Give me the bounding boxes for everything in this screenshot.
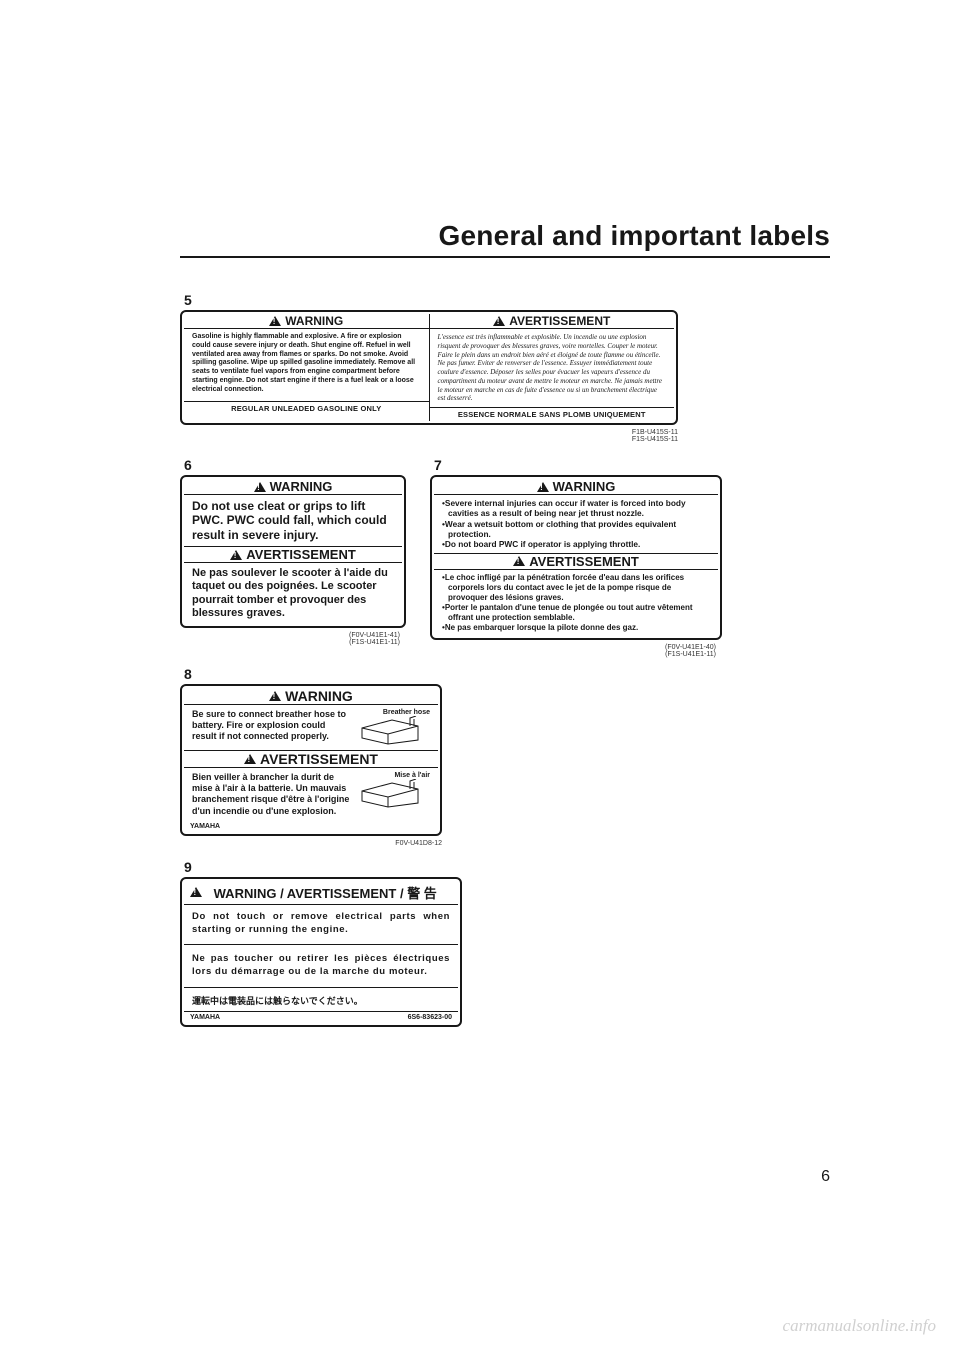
- label-6-wrap: 6 WARNING Do not use cleat or grips to l…: [180, 457, 406, 646]
- label-6-number: 6: [184, 457, 406, 473]
- warning-icon: [513, 556, 525, 566]
- partno-text: (F0V-U41E1-40): [665, 644, 716, 651]
- item-text: Le choc infligé par la pénétration forcé…: [445, 573, 684, 602]
- label-8: WARNING Be sure to connect breather hose…: [180, 684, 442, 836]
- label-8-en-body: Be sure to connect breather hose to batt…: [192, 709, 352, 743]
- warning-text: WARNING: [285, 314, 343, 328]
- warning-icon: [269, 316, 281, 326]
- label-6: WARNING Do not use cleat or grips to lif…: [180, 475, 406, 628]
- list-item: •Severe internal injuries can occur if w…: [442, 498, 710, 519]
- label-8-number: 8: [184, 666, 830, 682]
- avertissement-text: AVERTISSEMENT: [529, 554, 639, 569]
- list-item: •Le choc infligé par la pénétration forc…: [442, 573, 710, 603]
- warning-icon: [190, 887, 202, 897]
- label-7-wrap: 7 WARNING •Severe internal injuries can …: [430, 457, 722, 658]
- title-rule: General and important labels: [180, 220, 830, 258]
- item-text: Porter le pantalon d'une tenue de plongé…: [445, 603, 693, 622]
- partno-text: 6S6-83623-00: [408, 1014, 452, 1021]
- label-8-fr-header: AVERTISSEMENT: [184, 750, 438, 768]
- label-9-jp: 運転中は電装品には触らないでください。: [184, 990, 458, 1011]
- partno-text: (F1S-U41E1-11): [665, 651, 716, 658]
- label-5-en-footer: REGULAR UNLEADED GASOLINE ONLY: [184, 401, 429, 415]
- label-9-en: Do not touch or remove electrical parts …: [184, 905, 458, 943]
- warning-text: WARNING: [553, 479, 616, 494]
- warning-text: WARNING: [270, 479, 333, 494]
- warning-icon: [244, 754, 256, 764]
- label-8-yamaha: YAMAHA: [184, 821, 438, 832]
- list-item: •Porter le pantalon d'une tenue de plong…: [442, 603, 710, 623]
- item-text: Do not board PWC if operator is applying…: [445, 539, 640, 549]
- partno-text: (F0V-U41E1-41): [349, 632, 400, 639]
- label-5-number: 5: [184, 292, 830, 308]
- label-5-en-header: WARNING: [184, 314, 429, 329]
- label-6-en-header: WARNING: [184, 479, 402, 495]
- label-9: WARNING / AVERTISSEMENT / 警 告 Do not tou…: [180, 877, 462, 1027]
- list-item: •Wear a wetsuit bottom or clothing that …: [442, 519, 710, 540]
- battery-icon: [358, 779, 424, 809]
- avertissement-text: AVERTISSEMENT: [246, 547, 356, 562]
- label-6-fr-body: Ne pas soulever le scooter à l'aide du t…: [184, 563, 402, 624]
- label-6-partno: (F0V-U41E1-41) (F1S-U41E1-11): [180, 632, 400, 646]
- illustration-caption: Mise à l'air: [394, 772, 430, 779]
- illustration-caption: Breather hose: [383, 709, 430, 716]
- avertissement-text: AVERTISSEMENT: [509, 314, 610, 328]
- label-6-en-body: Do not use cleat or grips to lift PWC. P…: [184, 495, 402, 546]
- row-6-7: 6 WARNING Do not use cleat or grips to l…: [180, 457, 830, 658]
- item-text: Severe internal injuries can occur if wa…: [445, 498, 686, 518]
- list-item: •Do not board PWC if operator is applyin…: [442, 539, 710, 549]
- warning-text: WARNING: [285, 688, 353, 704]
- label-9-fr: Ne pas toucher ou retirer les pièces éle…: [184, 947, 458, 985]
- partno-text: (F1S-U41E1-11): [349, 639, 400, 646]
- label-8-en-illustration: Breather hose: [358, 709, 430, 746]
- label-8-en-header: WARNING: [184, 688, 438, 705]
- item-text: Wear a wetsuit bottom or clothing that p…: [445, 519, 676, 539]
- page: General and important labels 5 WARNING G…: [0, 0, 960, 1358]
- label-9-footer: YAMAHA 6S6-83623-00: [184, 1011, 458, 1023]
- label-8-fr-illustration: Mise à l'air: [358, 772, 430, 809]
- battery-icon: [358, 716, 424, 746]
- label-5-fr-header: AVERTISSEMENT: [430, 314, 675, 329]
- list-item: •Ne pas embarquer lorsque la pilote donn…: [442, 623, 710, 633]
- page-number: 6: [821, 1168, 830, 1186]
- warning-icon: [493, 316, 505, 326]
- warning-icon: [254, 482, 266, 492]
- label-7-fr-list: •Le choc infligé par la pénétration forc…: [434, 570, 718, 636]
- warning-icon: [230, 550, 242, 560]
- label-5: WARNING Gasoline is highly flammable and…: [180, 310, 678, 425]
- label-9-header: WARNING / AVERTISSEMENT / 警 告: [184, 881, 458, 905]
- label-7-number: 7: [434, 457, 722, 473]
- warning-icon: [537, 482, 549, 492]
- label-7-partno: (F0V-U41E1-40) (F1S-U41E1-11): [430, 644, 716, 658]
- label-8-fr-body: Bien veiller à brancher la durit de mise…: [192, 772, 352, 817]
- warning-icon: [269, 691, 281, 701]
- label-9-number: 9: [184, 859, 830, 875]
- partno-text: F1S-U415S-11: [632, 436, 678, 443]
- label-5-fr-body: L'essence est très inflammable et explos…: [430, 329, 675, 407]
- watermark: carmanualsonline.info: [783, 1316, 936, 1336]
- item-text: Ne pas embarquer lorsque la pilote donne…: [445, 623, 638, 632]
- label-6-fr-header: AVERTISSEMENT: [184, 546, 402, 563]
- label-5-fr-footer: ESSENCE NORMALE SANS PLOMB UNIQUEMENT: [430, 407, 675, 421]
- label-7: WARNING •Severe internal injuries can oc…: [430, 475, 722, 640]
- label-7-en-list: •Severe internal injuries can occur if w…: [434, 495, 718, 553]
- yamaha-text: YAMAHA: [190, 1014, 220, 1021]
- label-7-en-header: WARNING: [434, 479, 718, 495]
- header-text: WARNING / AVERTISSEMENT / 警 告: [214, 883, 437, 902]
- label-5-partno: F1B-U415S-11 F1S-U415S-11: [180, 429, 678, 443]
- label-5-en-body: Gasoline is highly flammable and explosi…: [184, 329, 429, 401]
- label-8-partno: F0V-U41D8-12: [180, 840, 442, 847]
- avertissement-text: AVERTISSEMENT: [260, 751, 378, 767]
- partno-text: F1B-U415S-11: [632, 429, 678, 436]
- page-title: General and important labels: [180, 220, 830, 252]
- label-7-fr-header: AVERTISSEMENT: [434, 553, 718, 570]
